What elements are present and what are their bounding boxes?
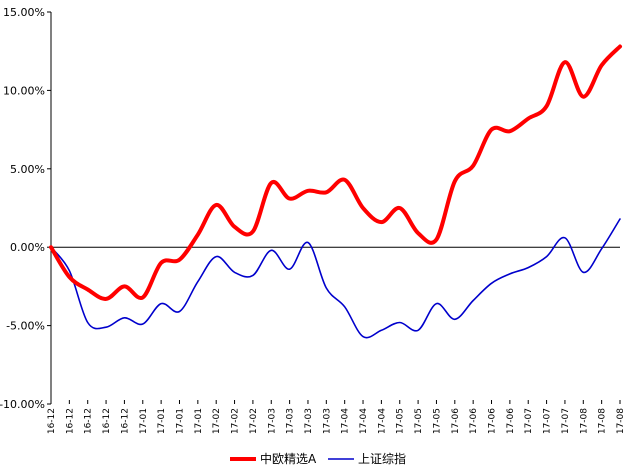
x-tick-label: 17-08 — [598, 408, 608, 434]
chart-legend: 中欧精选A 上证综指 — [230, 451, 406, 466]
x-tick-label: 17-06 — [506, 408, 516, 434]
x-tick-label: 17-01 — [157, 408, 167, 434]
x-tick-label: 16-12 — [47, 408, 57, 434]
x-tick-label: 17-01 — [139, 408, 149, 434]
x-axis-ticks: 16-12 16-12 16-12 16-12 16-12 17-01 17-01 17-01… — [47, 400, 626, 434]
y-tick-label: -10.00% — [0, 398, 45, 411]
x-tick-label: 17-04 — [341, 408, 351, 434]
x-tick-label: 17-07 — [524, 408, 534, 434]
chart-series — [49, 44, 622, 339]
y-tick-label: 0.00% — [10, 241, 45, 254]
x-tick-label: 17-02 — [212, 408, 222, 434]
x-tick-label: 17-03 — [304, 408, 314, 434]
x-tick-label: 17-07 — [543, 408, 553, 434]
x-tick-label: 16-12 — [84, 408, 94, 434]
y-tick-label: 10.00% — [3, 84, 45, 97]
x-tick-label: 17-01 — [194, 408, 204, 434]
x-tick-label: 17-06 — [451, 408, 461, 434]
x-tick-label: 17-07 — [561, 408, 571, 434]
y-tick-label: 5.00% — [10, 163, 45, 176]
x-tick-label: 17-04 — [359, 408, 369, 434]
x-tick-label: 17-06 — [469, 408, 479, 434]
x-tick-label: 17-06 — [488, 408, 498, 434]
legend-label: 中欧精选A — [260, 451, 317, 466]
y-tick-label: 15.00% — [3, 6, 45, 19]
y-axis-ticks: -10.00% -5.00% 0.00% 5.00% 10.00% 15.00% — [0, 6, 51, 411]
x-tick-label: 17-02 — [231, 408, 241, 434]
series-line-fund — [49, 44, 622, 301]
x-tick-label: 17-03 — [322, 408, 332, 434]
x-tick-label: 17-03 — [267, 408, 277, 434]
x-tick-label: 17-04 — [377, 408, 387, 434]
x-tick-label: 17-08 — [579, 408, 589, 434]
y-tick-label: -5.00% — [6, 320, 45, 333]
chart-axes — [50, 12, 620, 404]
x-tick-label: 17-08 — [616, 408, 626, 434]
x-tick-label: 17-02 — [249, 408, 259, 434]
x-tick-label: 17-03 — [286, 408, 296, 434]
x-tick-label: 16-12 — [120, 408, 130, 434]
x-tick-label: 17-01 — [175, 408, 185, 434]
x-tick-label: 16-12 — [65, 408, 75, 434]
x-tick-label: 17-05 — [432, 408, 442, 434]
series-line-index — [50, 218, 621, 339]
x-tick-label: 17-05 — [414, 408, 424, 434]
legend-label: 上证综指 — [358, 451, 406, 466]
x-tick-label: 17-05 — [396, 408, 406, 434]
x-tick-label: 16-12 — [102, 408, 112, 434]
